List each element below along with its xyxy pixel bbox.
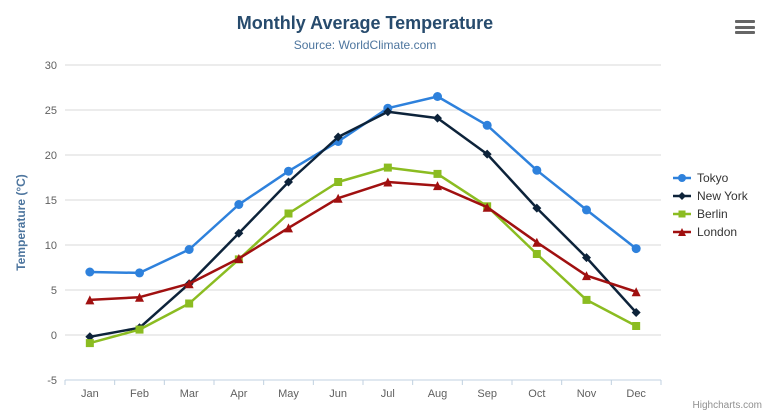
y-tick-label: 10 (45, 240, 57, 252)
x-tick-label: Feb (130, 388, 149, 400)
series-new-york (85, 107, 641, 342)
y-tick-label: 0 (51, 330, 57, 342)
highcharts-credit-link[interactable]: Highcharts.com (692, 400, 762, 411)
y-tick-label: 15 (45, 195, 57, 207)
square-marker-icon (673, 210, 691, 218)
diamond-marker-icon (673, 192, 691, 200)
series-tokyo (85, 92, 641, 278)
legend-item-berlin[interactable]: Berlin (672, 205, 748, 223)
y-tick-label: 5 (51, 285, 57, 297)
legend-label: Berlin (697, 207, 728, 221)
x-tick-label: Dec (626, 388, 646, 400)
series-london (85, 177, 641, 305)
circle-marker-icon (673, 174, 691, 182)
y-tick-label: -5 (47, 375, 57, 387)
legend: Tokyo New York Berlin London (672, 169, 748, 241)
y-tick-label: 30 (45, 60, 57, 72)
x-tick-label: May (278, 388, 299, 400)
legend-item-new-york[interactable]: New York (672, 187, 748, 205)
legend-item-london[interactable]: London (672, 223, 748, 241)
legend-label: New York (697, 189, 748, 203)
x-tick-label: Apr (230, 388, 247, 400)
x-tick-label: Nov (577, 388, 597, 400)
y-axis-title: Temperature (°C) (14, 174, 28, 271)
x-tick-label: Jul (381, 388, 395, 400)
chart-subtitle: Source: WorldClimate.com (293, 38, 437, 52)
chart-title: Monthly Average Temperature (236, 13, 494, 33)
y-tick-label: 25 (45, 105, 57, 117)
hamburger-menu-icon[interactable] (735, 20, 755, 34)
legend-label: London (697, 225, 738, 239)
x-tick-label: Mar (180, 388, 199, 400)
triangle-marker-icon (673, 228, 691, 236)
x-tick-label: Sep (477, 388, 497, 400)
y-tick-label: 20 (45, 150, 57, 162)
legend-label: Tokyo (697, 171, 729, 185)
x-tick-label: Aug (428, 388, 448, 400)
x-tick-label: Jan (81, 388, 99, 400)
x-tick-label: Oct (528, 388, 545, 400)
x-tick-label: Jun (329, 388, 347, 400)
legend-item-tokyo[interactable]: Tokyo (672, 169, 748, 187)
